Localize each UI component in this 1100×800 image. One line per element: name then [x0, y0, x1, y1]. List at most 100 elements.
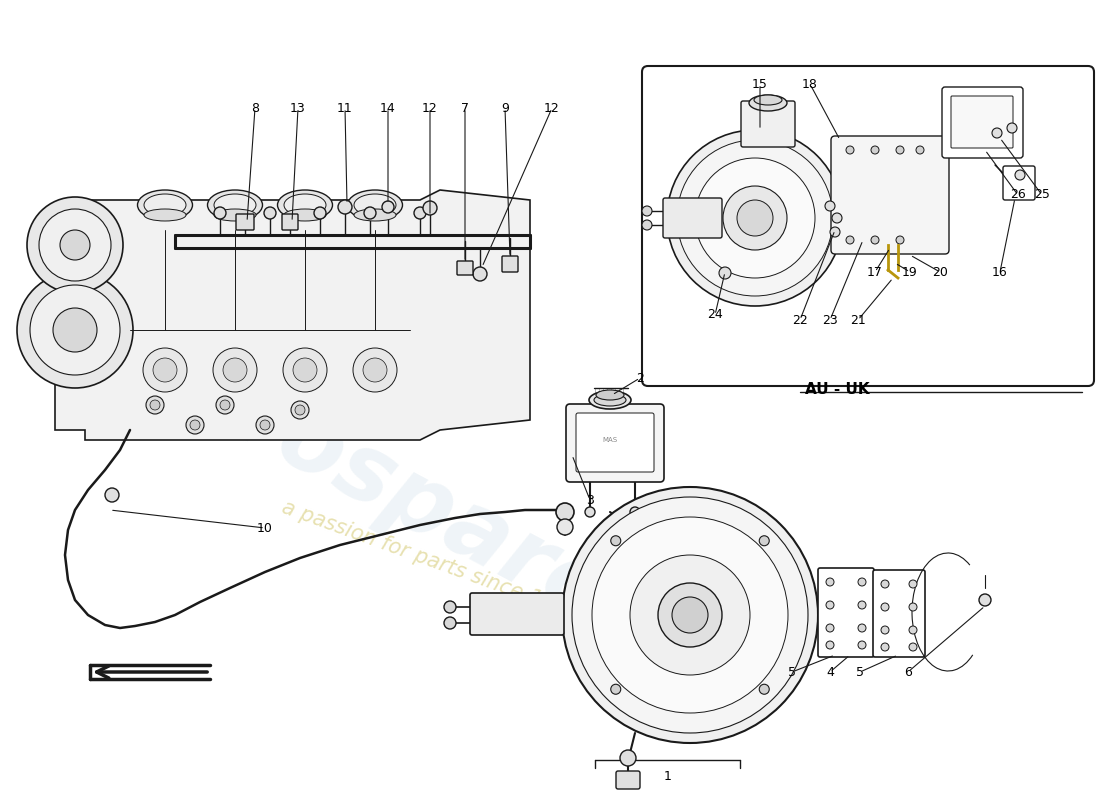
FancyBboxPatch shape: [456, 261, 473, 275]
Text: 15: 15: [752, 78, 768, 90]
Circle shape: [260, 420, 270, 430]
Ellipse shape: [214, 194, 256, 216]
Circle shape: [293, 358, 317, 382]
Circle shape: [220, 400, 230, 410]
Text: 6: 6: [904, 666, 912, 678]
Text: 16: 16: [992, 266, 1008, 278]
Circle shape: [1006, 123, 1018, 133]
Text: 26: 26: [1010, 189, 1026, 202]
Text: 2: 2: [636, 371, 644, 385]
Text: 25: 25: [1034, 189, 1049, 202]
Text: 24: 24: [707, 309, 723, 322]
Circle shape: [150, 400, 160, 410]
Circle shape: [104, 488, 119, 502]
Circle shape: [256, 416, 274, 434]
Text: 12: 12: [422, 102, 438, 114]
Circle shape: [28, 197, 123, 293]
Circle shape: [881, 626, 889, 634]
Circle shape: [642, 220, 652, 230]
Circle shape: [39, 209, 111, 281]
Circle shape: [585, 507, 595, 517]
Circle shape: [871, 236, 879, 244]
Circle shape: [630, 507, 640, 517]
Circle shape: [295, 405, 305, 415]
Circle shape: [992, 128, 1002, 138]
FancyBboxPatch shape: [873, 570, 925, 657]
Text: 11: 11: [337, 102, 353, 114]
FancyBboxPatch shape: [502, 256, 518, 272]
Circle shape: [658, 583, 722, 647]
Circle shape: [916, 146, 924, 154]
Ellipse shape: [749, 95, 786, 111]
FancyBboxPatch shape: [566, 404, 664, 482]
Ellipse shape: [138, 190, 192, 220]
Circle shape: [909, 603, 917, 611]
Circle shape: [881, 580, 889, 588]
Circle shape: [146, 396, 164, 414]
Text: 22: 22: [792, 314, 807, 326]
FancyBboxPatch shape: [818, 568, 874, 657]
Text: 18: 18: [802, 78, 818, 90]
Circle shape: [826, 641, 834, 649]
Circle shape: [444, 617, 456, 629]
Circle shape: [213, 348, 257, 392]
Circle shape: [620, 750, 636, 766]
Circle shape: [314, 207, 326, 219]
Circle shape: [896, 236, 904, 244]
Circle shape: [53, 308, 97, 352]
Text: 20: 20: [932, 266, 948, 278]
Circle shape: [858, 578, 866, 586]
Text: 23: 23: [822, 314, 838, 326]
Circle shape: [642, 206, 652, 216]
FancyBboxPatch shape: [663, 198, 722, 238]
Ellipse shape: [214, 209, 256, 221]
FancyBboxPatch shape: [942, 87, 1023, 158]
Circle shape: [283, 348, 327, 392]
Text: 19: 19: [902, 266, 917, 278]
Text: 3: 3: [586, 494, 594, 506]
Text: 7: 7: [461, 102, 469, 114]
Circle shape: [858, 641, 866, 649]
Text: 13: 13: [290, 102, 306, 114]
Circle shape: [60, 230, 90, 260]
Text: 17: 17: [867, 266, 883, 278]
Circle shape: [414, 207, 426, 219]
Circle shape: [382, 201, 394, 213]
Circle shape: [214, 207, 225, 219]
Circle shape: [216, 396, 234, 414]
Circle shape: [364, 207, 376, 219]
FancyBboxPatch shape: [1003, 166, 1035, 200]
Ellipse shape: [594, 394, 626, 406]
Text: 4: 4: [826, 666, 834, 678]
FancyBboxPatch shape: [616, 771, 640, 789]
FancyBboxPatch shape: [830, 136, 949, 254]
Circle shape: [610, 684, 620, 694]
Circle shape: [826, 601, 834, 609]
Circle shape: [846, 236, 854, 244]
Circle shape: [909, 580, 917, 588]
Circle shape: [737, 200, 773, 236]
Circle shape: [223, 358, 248, 382]
Circle shape: [592, 517, 788, 713]
FancyBboxPatch shape: [470, 593, 564, 635]
Circle shape: [759, 684, 769, 694]
Text: 1: 1: [664, 770, 672, 782]
Ellipse shape: [354, 194, 396, 216]
Circle shape: [830, 227, 840, 237]
Ellipse shape: [284, 194, 326, 216]
Text: AU - UK: AU - UK: [805, 382, 870, 398]
Circle shape: [610, 536, 620, 546]
Circle shape: [826, 578, 834, 586]
Text: 9: 9: [502, 102, 509, 114]
Circle shape: [896, 146, 904, 154]
Circle shape: [871, 146, 879, 154]
Text: 21: 21: [850, 314, 866, 326]
Circle shape: [473, 267, 487, 281]
Ellipse shape: [284, 209, 326, 221]
Circle shape: [444, 601, 456, 613]
Circle shape: [826, 624, 834, 632]
Circle shape: [858, 624, 866, 632]
FancyBboxPatch shape: [952, 96, 1013, 148]
FancyBboxPatch shape: [576, 413, 654, 472]
Circle shape: [16, 272, 133, 388]
